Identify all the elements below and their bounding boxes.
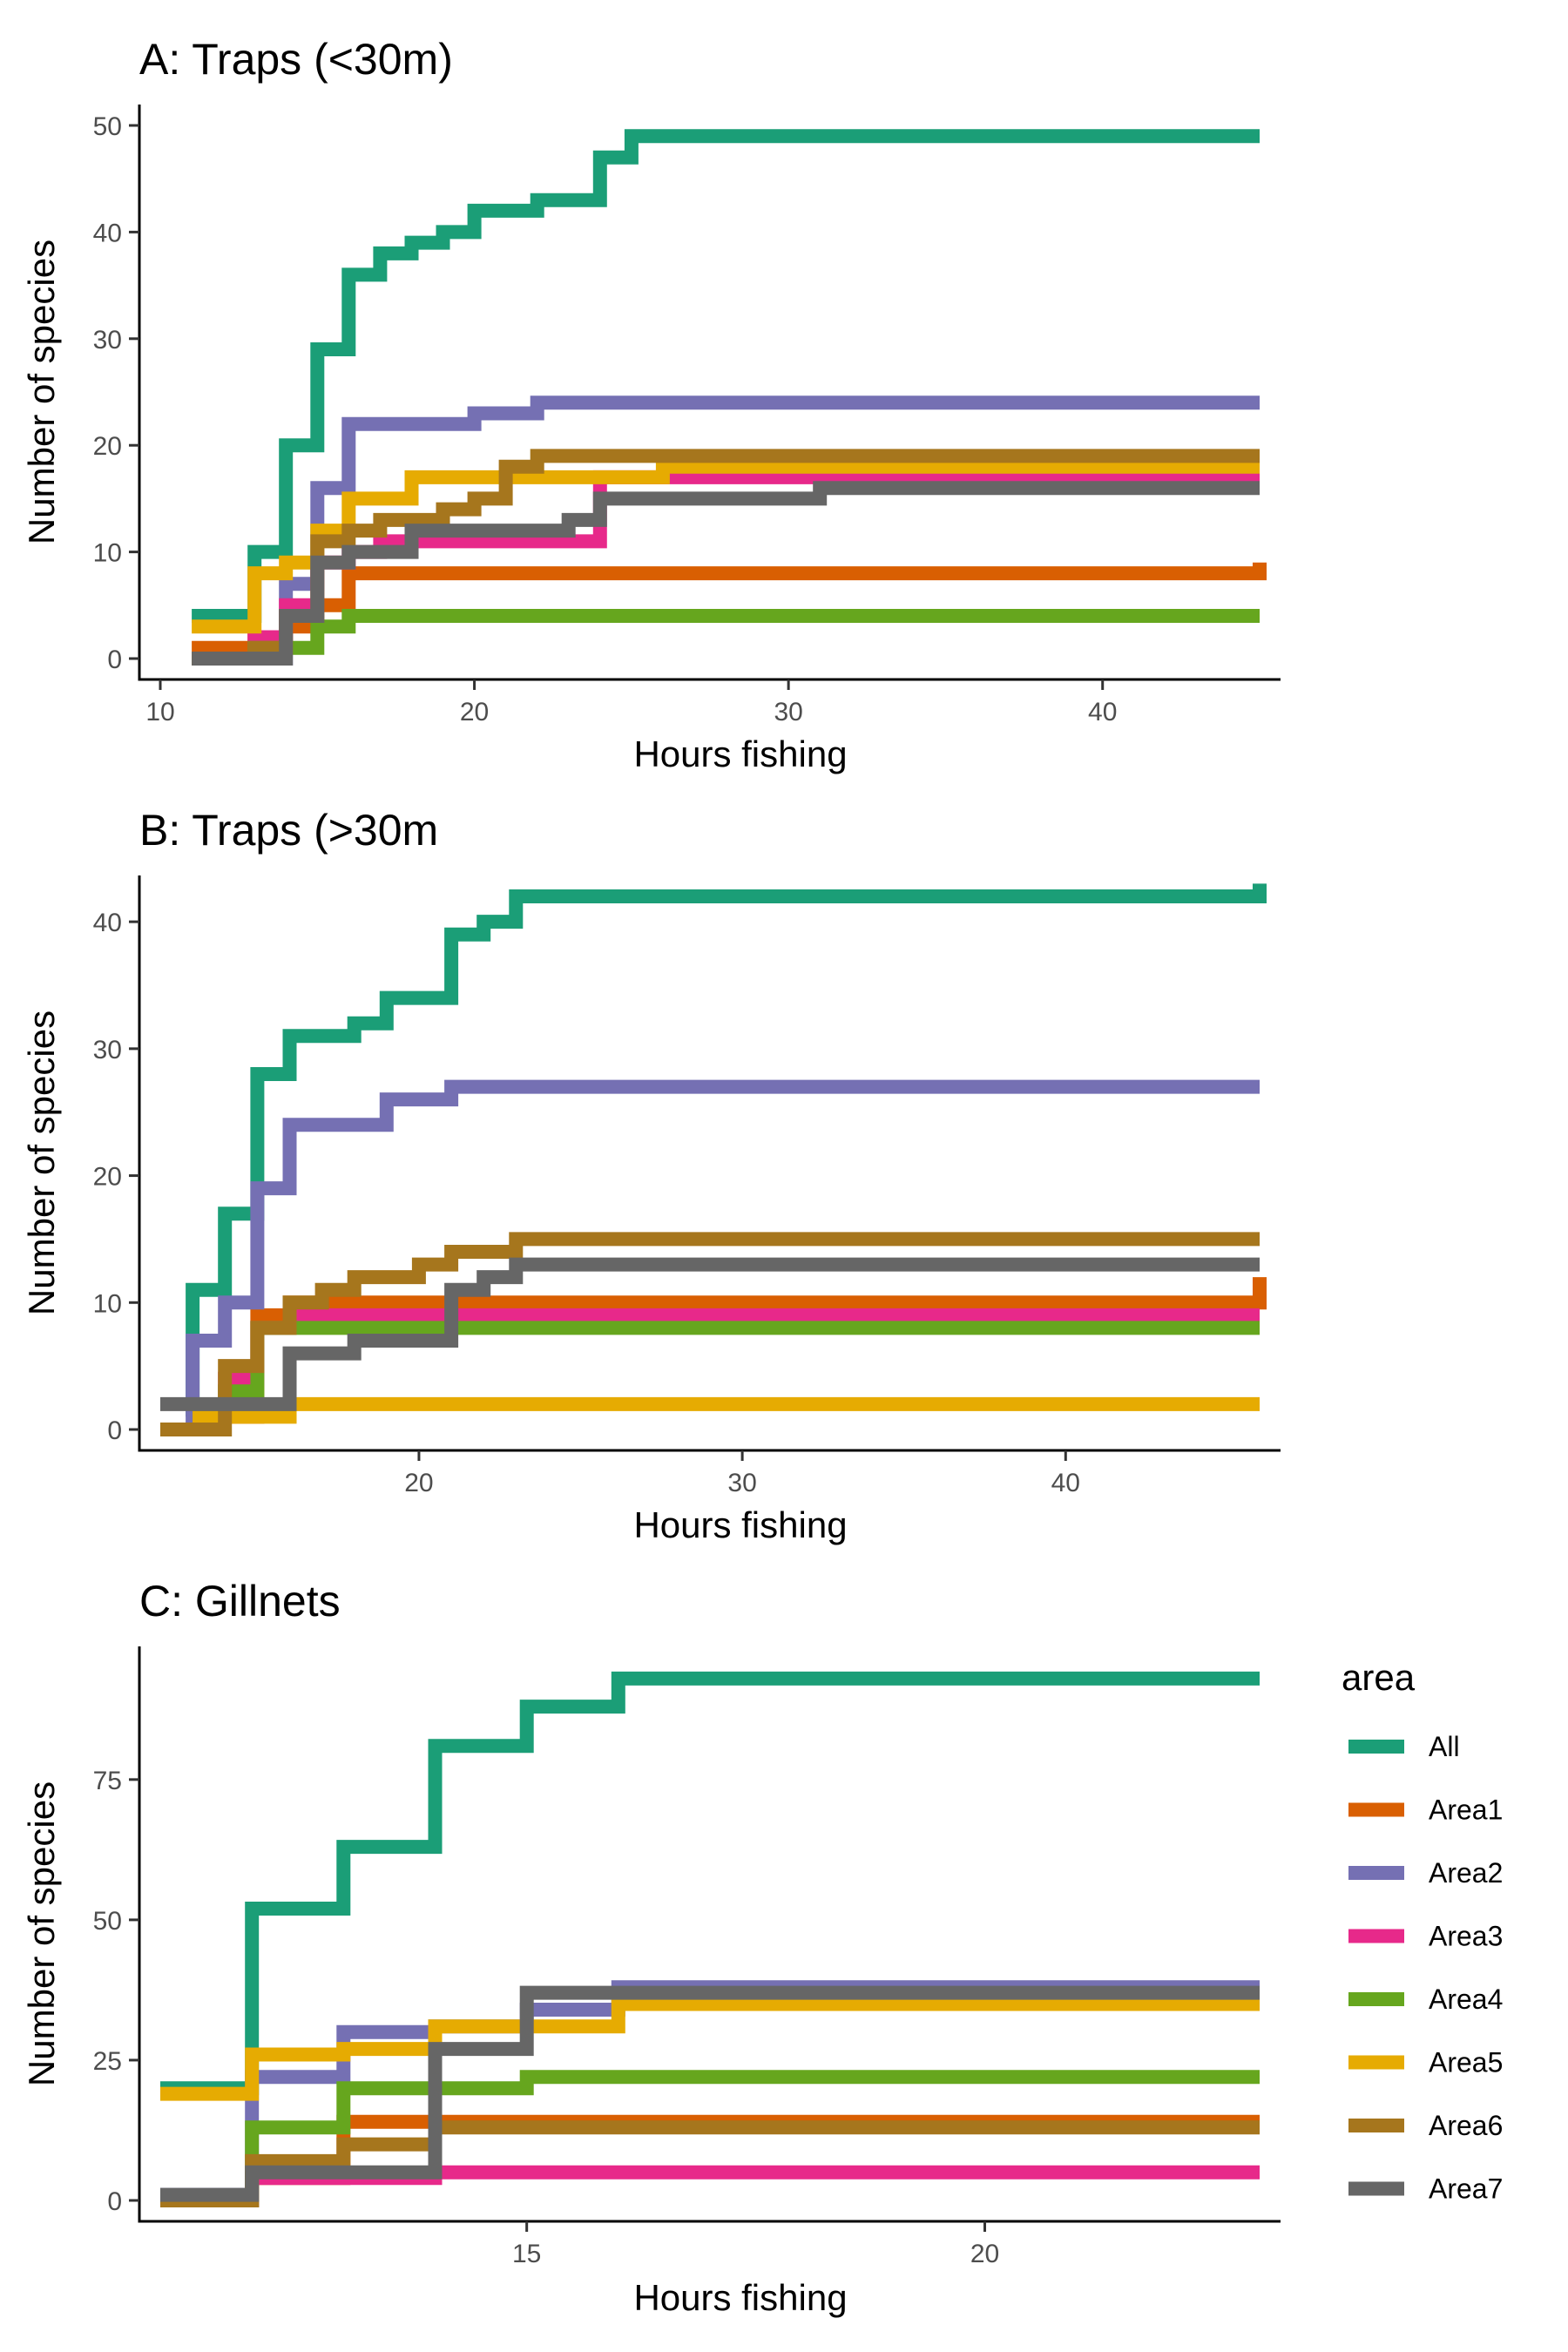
panel-2: B: Traps (>30m 0 10 20 30 40 20 30 40 Hours fishi… bbox=[21, 806, 1281, 1545]
y-tick-label: 20 bbox=[93, 1163, 122, 1192]
panel-3: C: Gillnets 0 25 50 75 15 20 Hours fishing Numbe… bbox=[21, 1577, 1281, 2318]
series-line-area4 bbox=[192, 609, 1260, 666]
series-line-area2 bbox=[186, 1079, 1260, 1429]
series-line-area5 bbox=[160, 1997, 1260, 2101]
series-line-area2 bbox=[192, 395, 1260, 666]
y-tick-label: 25 bbox=[93, 2047, 122, 2076]
legend: area All Area1 Area2 Area3 Area4 Area5 Area6 Are… bbox=[1342, 1657, 1503, 2205]
legend-label-area3: Area3 bbox=[1429, 1921, 1503, 1952]
x-tick-label: 40 bbox=[1088, 698, 1117, 727]
y-tick-label: 30 bbox=[93, 326, 122, 355]
series-group bbox=[192, 129, 1267, 666]
x-tick-label: 20 bbox=[460, 698, 489, 727]
chart-title: A: Traps (<30m) bbox=[139, 35, 453, 84]
y-tick-label: 0 bbox=[107, 645, 122, 674]
series-line-area5 bbox=[192, 459, 1260, 634]
y-tick-label: 20 bbox=[93, 432, 122, 461]
y-tick-label: 30 bbox=[93, 1036, 122, 1064]
legend-label-area2: Area2 bbox=[1429, 1857, 1503, 1889]
y-tick-label: 0 bbox=[107, 1416, 122, 1445]
series-line-area7 bbox=[160, 1985, 1260, 2202]
panel-1: A: Traps (<30m) 0 10 20 30 40 50 10 20 30 40 Hours … bbox=[21, 35, 1281, 774]
y-tick-label: 75 bbox=[93, 1767, 122, 1795]
series-line-all bbox=[160, 1671, 1260, 2096]
x-tick-label: 40 bbox=[1051, 1469, 1080, 1497]
series-line-area7 bbox=[192, 481, 1260, 666]
y-axis-label: Number of species bbox=[21, 240, 62, 544]
x-axis-label: Hours fishing bbox=[633, 2277, 847, 2318]
legend-label-area4: Area4 bbox=[1429, 1984, 1503, 2015]
x-tick-label: 15 bbox=[512, 2240, 541, 2268]
chart-title: B: Traps (>30m bbox=[139, 806, 438, 855]
y-tick-label: 40 bbox=[93, 219, 122, 247]
x-axis-label: Hours fishing bbox=[633, 1504, 847, 1545]
y-axis-label: Number of species bbox=[21, 1781, 62, 2086]
legend-label-area7: Area7 bbox=[1429, 2173, 1503, 2205]
y-tick-label: 10 bbox=[93, 539, 122, 568]
x-tick-label: 20 bbox=[970, 2240, 999, 2268]
y-tick-label: 0 bbox=[107, 2187, 122, 2216]
x-tick-label: 20 bbox=[404, 1469, 433, 1497]
series-line-area5 bbox=[193, 1396, 1260, 1424]
series-line-area6 bbox=[160, 1232, 1260, 1436]
x-tick-label: 30 bbox=[774, 698, 802, 727]
y-tick-label: 50 bbox=[93, 1907, 122, 1936]
y-tick-label: 40 bbox=[93, 909, 122, 937]
y-tick-label: 10 bbox=[93, 1289, 122, 1318]
series-line-area7 bbox=[160, 1257, 1260, 1411]
x-axis-label: Hours fishing bbox=[633, 733, 847, 774]
x-tick-label: 10 bbox=[145, 698, 174, 727]
legend-label-all: All bbox=[1429, 1731, 1460, 1762]
legend-title: area bbox=[1342, 1657, 1416, 1698]
legend-label-area5: Area5 bbox=[1429, 2047, 1503, 2078]
legend-label-area6: Area6 bbox=[1429, 2110, 1503, 2141]
series-line-area6 bbox=[160, 2120, 1260, 2207]
series-line-all bbox=[186, 883, 1267, 1417]
legend-label-area1: Area1 bbox=[1429, 1794, 1503, 1826]
chart-title: C: Gillnets bbox=[139, 1577, 341, 1625]
series-line-all bbox=[192, 129, 1260, 623]
y-tick-label: 50 bbox=[93, 112, 122, 141]
series-group bbox=[160, 1671, 1260, 2207]
series-line-area1 bbox=[192, 562, 1267, 655]
series-group bbox=[160, 883, 1267, 1436]
y-axis-label: Number of species bbox=[21, 1010, 62, 1315]
x-tick-label: 30 bbox=[727, 1469, 756, 1497]
